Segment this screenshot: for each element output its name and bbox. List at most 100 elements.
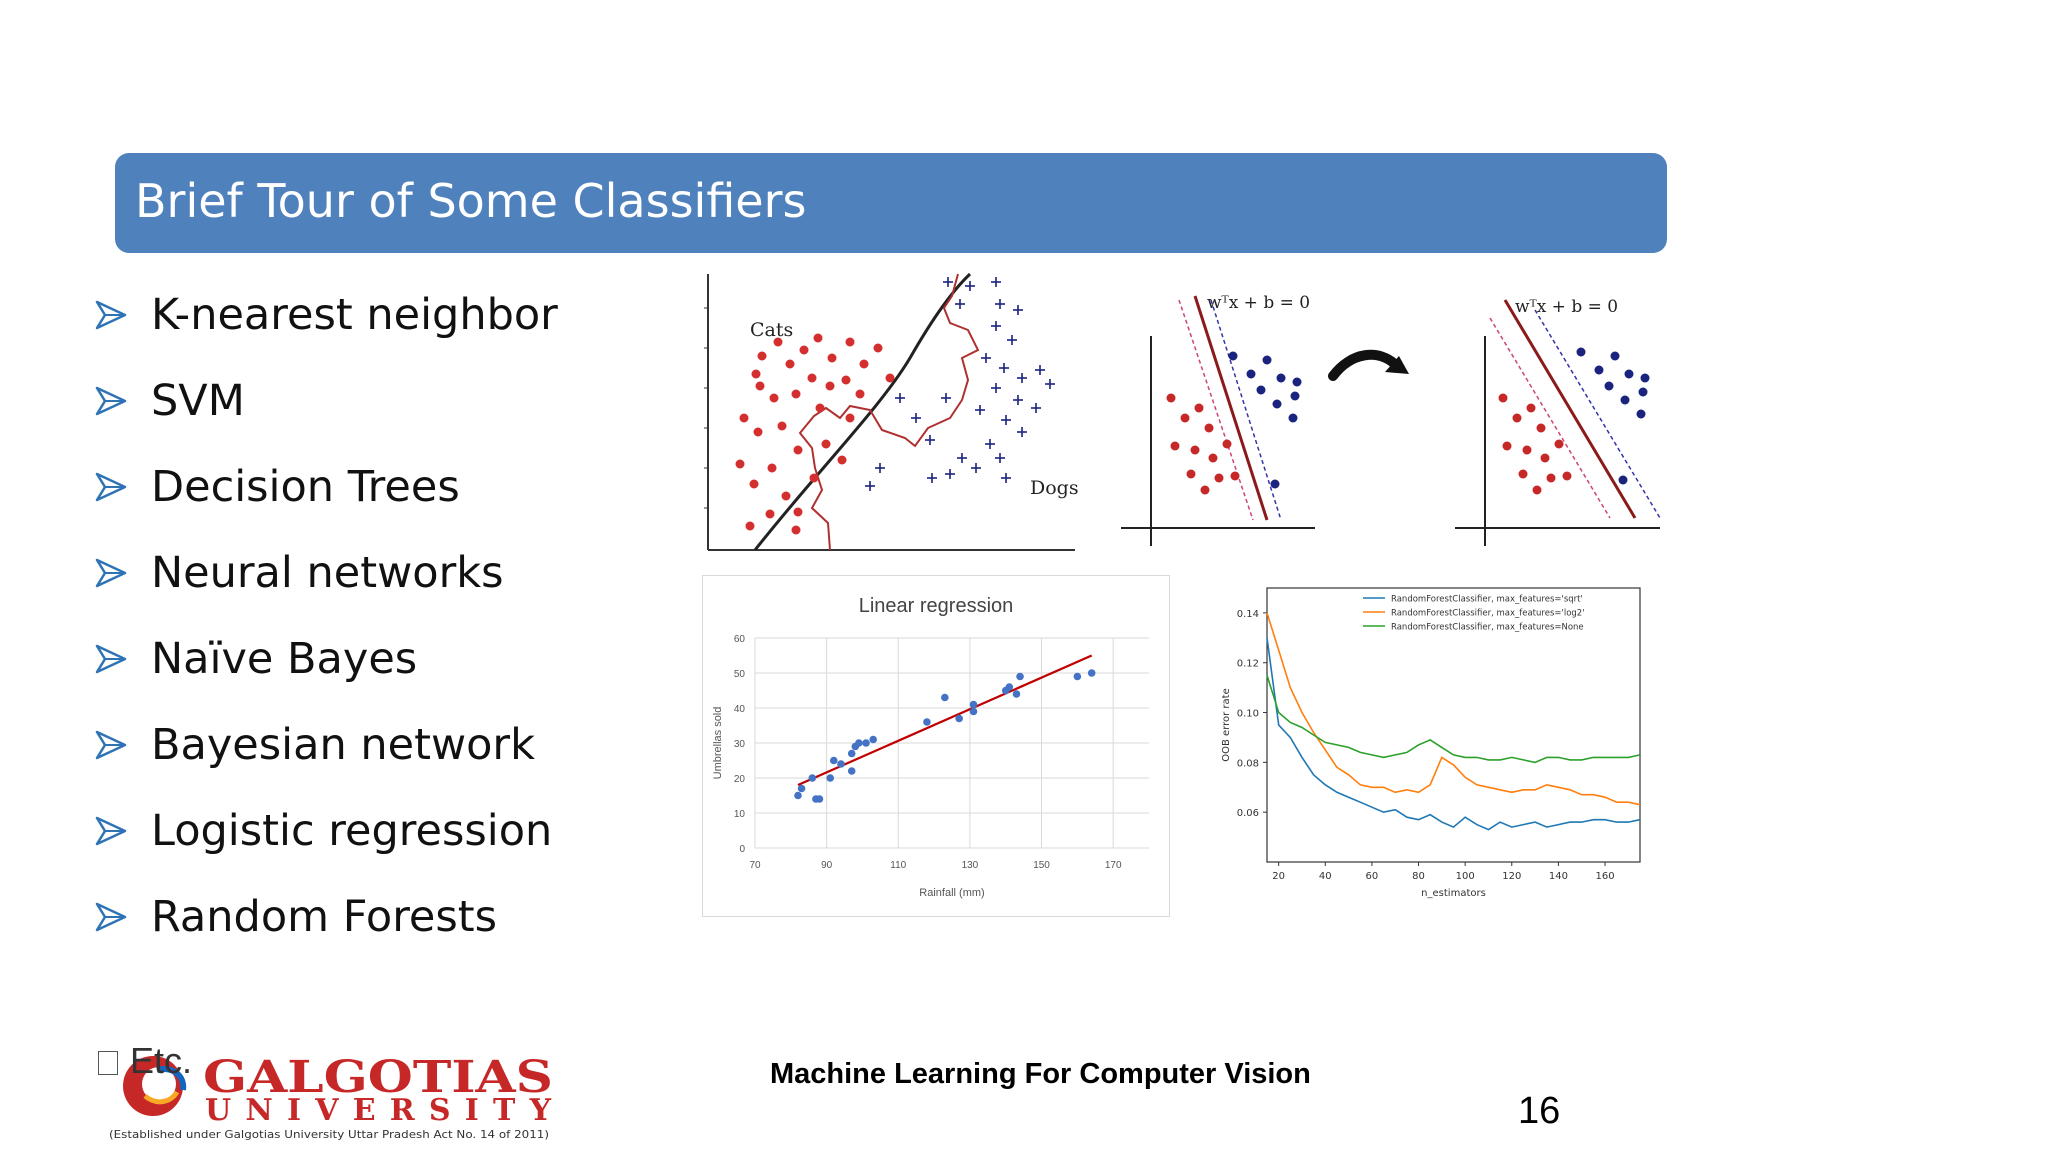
etc-text: Etc.: [130, 1040, 193, 1081]
arrow-bullet-icon: [95, 558, 127, 588]
knn-dog-point: [991, 321, 1001, 331]
lr-y-tick-label: 0: [739, 844, 745, 855]
lr-x-tick-label: 150: [1033, 860, 1050, 871]
knn-dog-point: [1013, 395, 1023, 405]
lr-y-tick-label: 50: [734, 669, 746, 680]
bullet-text: Naïve Bayes: [151, 634, 418, 684]
svm-left-class-b-point: [1290, 391, 1300, 401]
knn-boundary-nn: [798, 273, 980, 551]
lr-x-tick-label: 110: [890, 860, 906, 871]
svm-left-class-a-point: [1190, 445, 1200, 455]
rf-y-axis-label: OOB error rate: [1221, 688, 1232, 761]
knn-cat-point: [751, 369, 761, 379]
svm-right-class-b-point: [1638, 387, 1648, 397]
knn-cat-point: [753, 427, 763, 437]
knn-label-cats: Cats: [750, 319, 793, 341]
lr-data-point: [1016, 672, 1024, 681]
knn-cat-point: [845, 337, 855, 347]
lr-data-point: [941, 693, 949, 702]
page-number: 16: [1518, 1090, 1561, 1132]
bullet-text: Logistic regression: [151, 806, 553, 856]
knn-cat-point: [873, 343, 883, 353]
svm-right-class-a-point: [1532, 485, 1542, 495]
svm-right-class-a-point: [1502, 441, 1512, 451]
knn-cat-point: [791, 525, 801, 535]
rf-plot-frame: [1266, 587, 1641, 863]
knn-cat-point: [777, 421, 787, 431]
bullet-item: Bayesian network: [95, 702, 558, 788]
svm-left-class-b-point: [1292, 377, 1302, 387]
rf-series-line: [1266, 674, 1641, 764]
knn-cat-point: [821, 439, 831, 449]
bullet-item: Neural networks: [95, 530, 558, 616]
lr-fit-line: [797, 654, 1093, 787]
rf-legend-label: RandomForestClassifier, max_features=Non…: [1391, 623, 1584, 633]
slide-title: Brief Tour of Some Classifiers: [135, 174, 807, 228]
svm-left-class-a-point: [1222, 439, 1232, 449]
rf-legend-label: RandomForestClassifier, max_features='lo…: [1391, 609, 1585, 619]
svm-left-class-a-point: [1200, 485, 1210, 495]
svm-left-class-b-point: [1262, 355, 1272, 365]
knn-dog-point: [925, 435, 935, 445]
svm-left-class-b-point: [1256, 385, 1266, 395]
knn-cat-point: [855, 389, 865, 399]
svm-right-class-b-point: [1618, 475, 1628, 485]
svm-figure: wᵀx + b = 0 wᵀx + b = 0: [1115, 278, 1665, 550]
svm-right-class-b-point: [1594, 365, 1604, 375]
rf-x-tick-label: 60: [1366, 871, 1379, 882]
knn-cat-point: [765, 509, 775, 519]
lr-data-point: [855, 739, 863, 747]
knn-dog-point: [1017, 373, 1027, 383]
svm-right-class-b-point: [1620, 395, 1630, 405]
svm-left-class-a-point: [1214, 473, 1224, 483]
svm-left-class-b-point: [1228, 351, 1238, 361]
bullet-item: K-nearest neighbor: [95, 272, 558, 358]
knn-cat-point: [739, 413, 749, 423]
svm-right-class-b-point: [1640, 373, 1650, 383]
bullet-item: Random Forests: [95, 874, 558, 960]
lr-data-point: [826, 774, 835, 782]
rf-x-tick-label: 140: [1549, 871, 1568, 882]
knn-dog-point: [981, 353, 991, 363]
rf-x-tick-label: 80: [1412, 871, 1425, 882]
knn-dog-point: [1001, 473, 1011, 483]
svm-left-class-a-point: [1180, 413, 1190, 423]
lr-y-axis-label: Umbrellas sold: [712, 707, 724, 780]
knn-dog-point: [865, 481, 875, 491]
lr-data-point: [862, 739, 870, 747]
slide-title-bar: Brief Tour of Some Classifiers: [115, 153, 1667, 253]
lr-data-point: [837, 760, 845, 768]
lr-x-tick-label: 70: [749, 860, 761, 871]
knn-cat-point: [781, 491, 791, 501]
rf-x-tick-label: 100: [1456, 871, 1475, 882]
logo-tagline: (Established under Galgotias University …: [109, 1128, 549, 1140]
bullet-item: Logistic regression: [95, 788, 558, 874]
svm-right-class-a-point: [1512, 413, 1522, 423]
random-forest-figure: 0.06 0.08 0.10 0.12 0.14 20 40 60 80 100 120 140 160…: [1215, 580, 1655, 910]
svm-right-class-b-point: [1604, 381, 1614, 391]
rf-series-line: [1266, 637, 1641, 831]
svm-left-class-b-point: [1288, 413, 1298, 423]
knn-dog-point: [995, 453, 1005, 463]
knn-cat-point: [793, 445, 803, 455]
arrow-bullet-icon: [95, 644, 127, 674]
knn-dog-point: [999, 363, 1009, 373]
lr-data-point: [969, 700, 978, 709]
footer-title: Machine Learning For Computer Vision: [770, 1058, 1311, 1090]
rf-y-tick-label: 0.08: [1237, 758, 1259, 769]
lr-x-tick-label: 130: [962, 860, 979, 871]
knn-dog-point: [957, 453, 967, 463]
lr-data-point: [847, 767, 856, 775]
knn-dog-point: [943, 277, 953, 287]
knn-dog-point: [1045, 379, 1055, 389]
svm-left-equation: wᵀx + b = 0: [1207, 293, 1310, 313]
lr-data-point: [794, 791, 802, 800]
svm-right-class-a-point: [1498, 393, 1508, 403]
svm-arrow-head: [1385, 356, 1409, 374]
svm-right-class-b-point: [1576, 347, 1586, 357]
knn-cat-point: [859, 359, 869, 369]
knn-cat-point: [745, 521, 755, 531]
knn-cat-point: [813, 333, 823, 343]
svm-left-class-b-point: [1272, 399, 1282, 409]
svm-right-equation: wᵀx + b = 0: [1515, 297, 1618, 317]
